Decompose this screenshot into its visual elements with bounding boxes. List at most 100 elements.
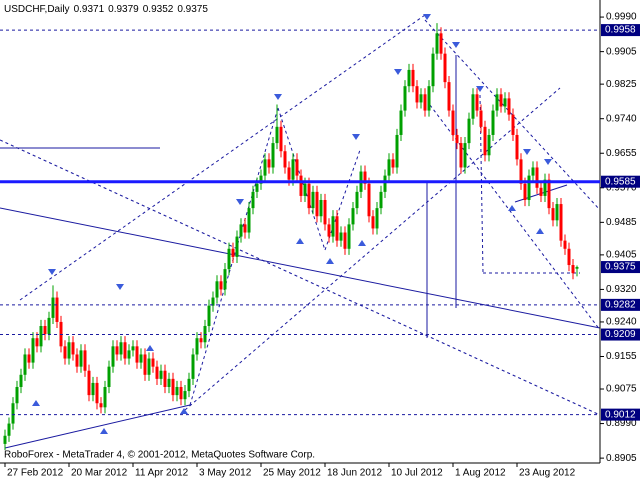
y-tick-label: 0.9990 [606, 12, 637, 23]
candle-body [247, 208, 251, 233]
x-tick-label: 10 Jul 2012 [391, 468, 443, 479]
candle-body [263, 159, 267, 176]
candle-body [147, 358, 151, 375]
y-tick-label: 0.9240 [606, 317, 637, 328]
candle-body [195, 338, 199, 355]
candle-body [23, 354, 27, 375]
candle-body [99, 403, 103, 408]
candle-body [11, 403, 15, 424]
candle-body [3, 435, 7, 444]
y-tick-label: 0.9740 [606, 113, 637, 124]
candle-body [83, 350, 87, 371]
candle-body [531, 167, 535, 176]
candle-body [31, 338, 35, 363]
candle-body [271, 143, 275, 168]
candle-body [423, 94, 427, 111]
candle-body [367, 183, 371, 217]
candle-body [103, 386, 107, 408]
candle-body [275, 126, 279, 144]
x-tick-label: 27 Feb 2012 [7, 468, 64, 479]
level-label-box [601, 408, 640, 421]
candle-body [255, 183, 259, 192]
candle-body [159, 370, 163, 379]
candle-body [451, 110, 455, 135]
channel-line [429, 104, 601, 331]
y-tick-label: 0.9485 [606, 217, 637, 228]
candle-body [67, 342, 71, 359]
candle-body [223, 269, 227, 290]
channel-line [0, 139, 601, 416]
symbol-title: USDCHF,Daily [4, 4, 70, 15]
channel-line [184, 87, 561, 411]
candle-body [127, 350, 131, 359]
candle-body [387, 159, 391, 176]
candle-body [375, 208, 379, 229]
candle-body [291, 159, 295, 180]
candle-body [343, 232, 347, 249]
candle-body [15, 386, 19, 404]
candle-body [383, 175, 387, 192]
x-tick-label: 3 May 2012 [199, 468, 252, 479]
candle-body [243, 224, 247, 233]
candle-body [71, 342, 75, 355]
candle-body [487, 134, 491, 156]
candle-body [107, 366, 111, 387]
candle-body [63, 346, 67, 359]
candle-body [175, 386, 179, 396]
candle-body [135, 346, 139, 363]
candle-body [95, 382, 99, 404]
level-label: 0.9012 [605, 409, 636, 420]
last-open: 0.9371 [74, 4, 105, 15]
candle-body [507, 98, 511, 115]
candle-body [323, 199, 327, 225]
candle-body [211, 297, 215, 306]
level-label-box [601, 175, 640, 188]
candle-body [279, 126, 283, 152]
candle-body [111, 346, 115, 367]
candle-body [503, 98, 507, 107]
candle-body [479, 110, 483, 127]
candle-body [287, 167, 291, 180]
candle-body [447, 82, 451, 111]
copyright: RoboForex - MetaTrader 4, © 2001-2012, M… [4, 450, 315, 461]
candle-body [227, 248, 231, 270]
candle-body [187, 378, 191, 392]
x-tick-label: 18 Jun 2012 [327, 468, 382, 479]
y-tick-label: 0.9155 [606, 351, 637, 362]
candle-body [295, 159, 299, 176]
y-tick-label: 0.8905 [606, 453, 637, 464]
candle-body [347, 224, 351, 249]
trend-line [4, 404, 191, 449]
candle-body [403, 86, 407, 111]
candle-body [415, 86, 419, 103]
candle-body [283, 151, 287, 168]
candle-body [315, 191, 319, 217]
candle-body [495, 94, 499, 111]
candle-body [115, 346, 119, 355]
level-label-box [601, 261, 640, 274]
candle-body [467, 118, 471, 144]
candle-body [27, 354, 31, 363]
candle-body [179, 386, 183, 400]
candle-body [411, 69, 415, 87]
candle-body [539, 187, 543, 196]
y-tick-label: 0.9075 [606, 384, 637, 395]
candle-body [331, 216, 335, 237]
candle-body [119, 342, 123, 355]
candle-body [435, 33, 439, 54]
candle-body [171, 378, 175, 396]
channel-line [424, 19, 601, 211]
candle-body [219, 281, 223, 290]
candle-body [183, 391, 187, 400]
candle-body [199, 338, 203, 343]
level-label: 0.9958 [605, 25, 636, 36]
candle-body [355, 191, 359, 209]
candle-body [163, 370, 167, 387]
last-high: 0.9379 [108, 4, 139, 15]
candle-body [551, 208, 555, 221]
channel-line [19, 14, 426, 301]
candle-body [571, 265, 575, 274]
wave-line [189, 107, 279, 406]
candle-body [427, 86, 431, 111]
